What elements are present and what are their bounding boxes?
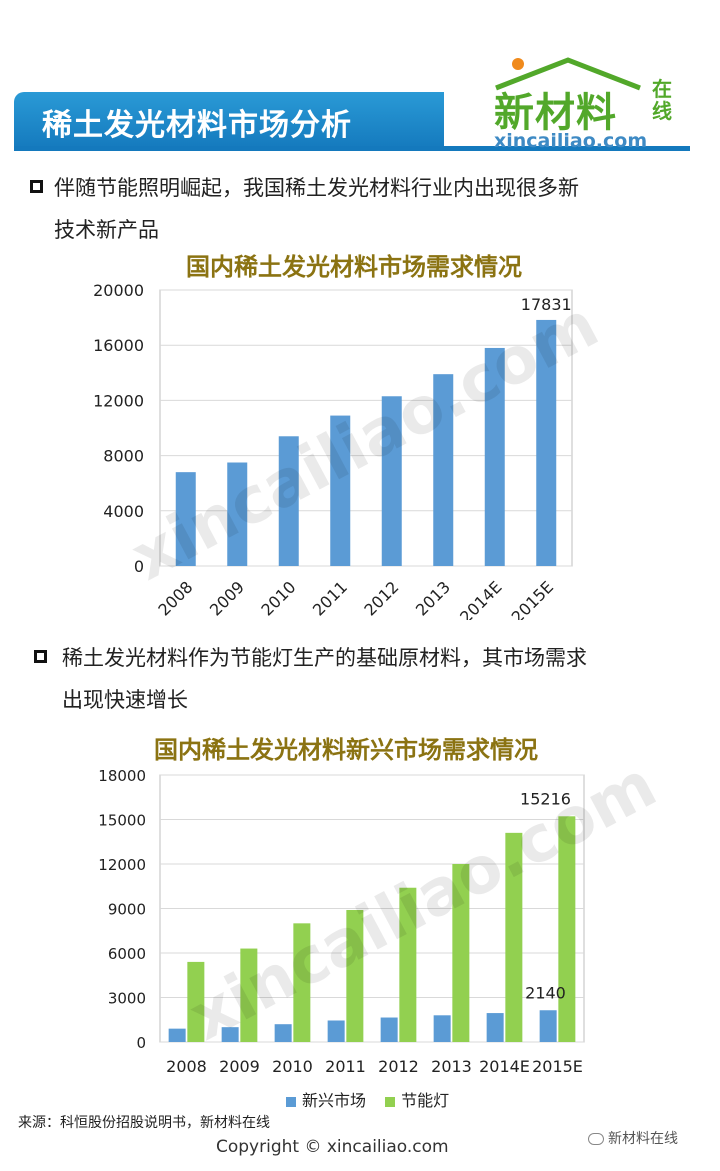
bar-series-1 (221, 1027, 239, 1042)
x-tick-label: 2013 (431, 1057, 472, 1076)
bar-series-2 (452, 864, 470, 1042)
bar-series-2 (505, 832, 523, 1042)
legend-swatch-green (385, 1096, 396, 1107)
wechat-account: 新材料在线 (588, 1128, 678, 1148)
y-tick-label: 12000 (98, 856, 146, 874)
logo-roof-icon (495, 57, 641, 91)
wechat-icon (588, 1133, 604, 1145)
x-tick-label: 2011 (309, 577, 351, 619)
y-tick-label: 0 (134, 557, 144, 576)
data-label: 17831 (521, 295, 572, 314)
legend-label-2: 节能灯 (401, 1091, 450, 1110)
logo-text-en: xincailiao.com (494, 130, 648, 152)
bar-series-2 (346, 909, 364, 1042)
bar (536, 319, 557, 566)
bar-series-1 (274, 1024, 292, 1042)
data-label-series-2: 15216 (520, 789, 571, 808)
title-banner: 稀土发光材料市场分析 (14, 92, 444, 150)
source-note: 来源：科恒股份招股说明书，新材料在线 (18, 1115, 270, 1131)
bar (484, 347, 505, 566)
chart-2: 0 3000 6000 9000 12000 15000 18000 2008 2009 2010… (98, 767, 585, 1076)
y-tick-label: 3000 (108, 990, 146, 1008)
legend-swatch-blue (286, 1096, 296, 1107)
title-underline (14, 146, 690, 151)
legend-item-1: 新兴市场 (286, 1087, 366, 1111)
bullet-2-line2: 出现快速增长 (62, 688, 188, 712)
x-tick-label: 2015E (508, 577, 557, 620)
bar-series-1 (327, 1020, 345, 1042)
x-tick-label: 2014E (456, 577, 505, 620)
x-tick-label: 2013 (412, 577, 454, 619)
y-tick-label: 6000 (108, 945, 146, 963)
bar-series-2 (293, 923, 311, 1042)
x-tick-label: 2014E (479, 1057, 530, 1076)
x-tick-label: 2008 (166, 1057, 207, 1076)
bar (175, 472, 196, 566)
copyright: Copyright © xincailiao.com (216, 1137, 449, 1157)
bullet-1-line2: 技术新产品 (54, 218, 159, 242)
bar (227, 462, 248, 566)
x-tick-label: 2010 (272, 1057, 313, 1076)
y-tick-label: 0 (136, 1034, 146, 1052)
y-tick-label: 16000 (93, 336, 144, 355)
bar-series-1 (380, 1017, 398, 1042)
bullet-box-icon (34, 650, 47, 663)
bullet-2-line1: 稀土发光材料作为节能灯生产的基础原材料，其市场需求 (62, 646, 587, 670)
bar-series-2 (240, 948, 258, 1042)
bar-series-2 (558, 816, 576, 1042)
bar (433, 374, 454, 566)
chart-2-title: 国内稀土发光材料新兴市场需求情况 (154, 736, 538, 764)
logo: 新材料 在线 xincailiao.com (488, 54, 688, 154)
y-tick-label: 8000 (103, 447, 144, 466)
y-tick-label: 20000 (93, 281, 144, 300)
logo-text-cn-small: 在线 (652, 77, 672, 123)
y-tick-label: 4000 (103, 502, 144, 521)
x-tick-label: 2015E (532, 1057, 583, 1076)
bar-series-1 (486, 1013, 504, 1042)
bar (330, 415, 351, 566)
bar-series-1 (168, 1028, 186, 1042)
legend-label-1: 新兴市场 (302, 1091, 367, 1110)
bullet-box-icon (30, 180, 43, 193)
y-tick-label: 15000 (98, 812, 146, 830)
x-tick-label: 2010 (257, 577, 299, 619)
y-tick-label: 9000 (108, 901, 146, 919)
x-tick-label: 2012 (360, 577, 402, 619)
legend-item-2: 节能灯 (385, 1087, 449, 1111)
bar-series-1 (433, 1015, 451, 1042)
bullet-1-line1: 伴随节能照明崛起，我国稀土发光材料行业内出现很多新 (54, 176, 579, 200)
bar-series-2 (187, 961, 205, 1042)
chart-2-legend: 新兴市场 节能灯 (286, 1087, 463, 1111)
page-title: 稀土发光材料市场分析 (42, 108, 352, 143)
chart-1-title: 国内稀土发光材料市场需求情况 (186, 253, 522, 281)
x-tick-label: 2011 (325, 1057, 366, 1076)
bar-series-1 (539, 1010, 557, 1042)
y-tick-label: 12000 (93, 391, 144, 410)
data-label-series-1: 2140 (525, 983, 566, 1002)
logo-text-cn: 新材料 (494, 90, 617, 136)
x-tick-label: 2009 (206, 577, 248, 619)
y-tick-label: 18000 (98, 767, 146, 785)
x-tick-label: 2012 (378, 1057, 419, 1076)
wechat-account-name: 新材料在线 (608, 1131, 678, 1147)
bar (278, 436, 299, 566)
x-tick-label: 2009 (219, 1057, 260, 1076)
bar (381, 396, 402, 566)
bar-series-2 (399, 887, 417, 1042)
